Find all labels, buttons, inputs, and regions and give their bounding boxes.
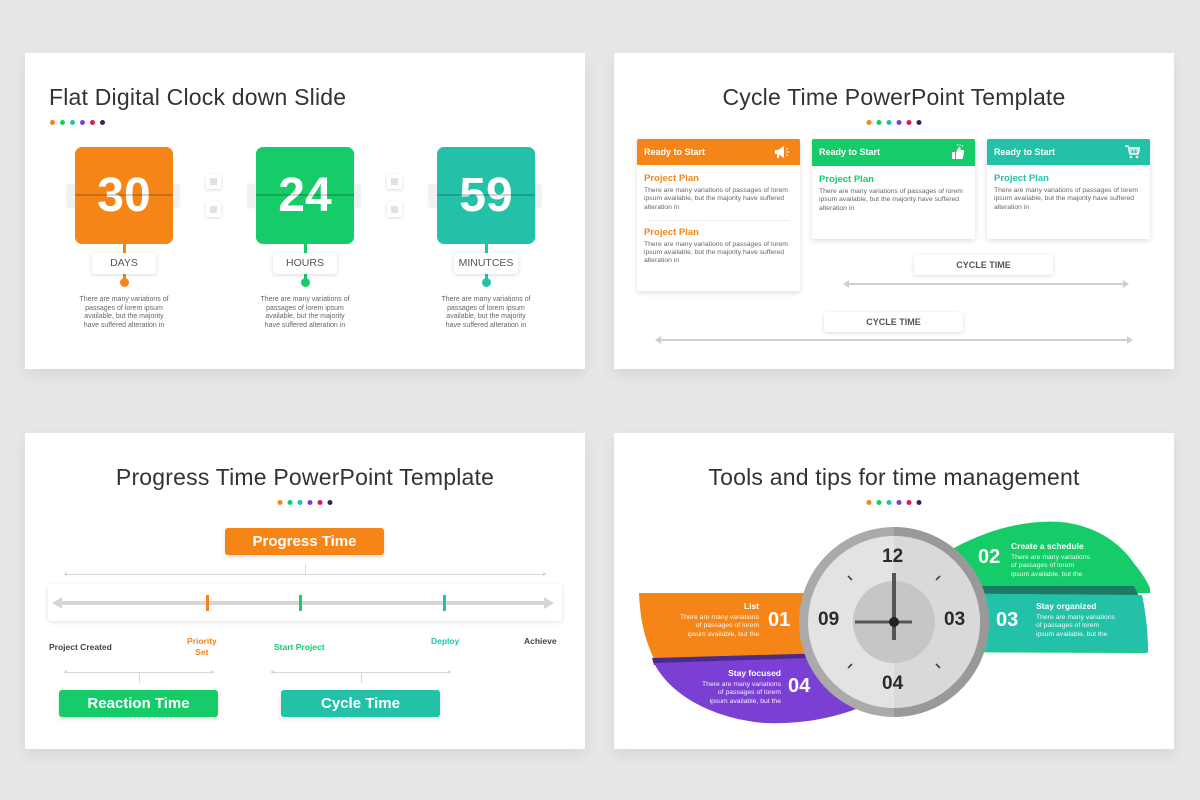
progress-time-label: Progress Time [225, 528, 384, 555]
clock-number-12: 12 [882, 546, 904, 567]
card-header-label: Ready to Start [819, 147, 881, 157]
card-header-label: Ready to Start [644, 147, 706, 157]
clock-number-04: 04 [882, 673, 904, 694]
days-label: DAYS [92, 253, 156, 274]
minutes-description: There are many variations of passages of… [441, 296, 531, 329]
slide-title: Progress Time PowerPoint Template [115, 464, 495, 490]
minutes-box: 59 [437, 147, 535, 244]
cycle-card: Ready to Start Project Plan There are ma… [987, 139, 1150, 239]
tip-03-number: 03 [996, 609, 1019, 631]
tip-02-number: 02 [978, 546, 1001, 568]
milestone-marker-start [299, 595, 302, 611]
cycle-time-label: CYCLE TIME [914, 255, 1053, 275]
slide-title: Flat Digital Clock down Slide [49, 84, 347, 110]
card-header: Ready to Start [637, 139, 800, 165]
separator-square [206, 202, 221, 217]
separator-square [387, 174, 402, 189]
megaphone-icon [774, 139, 790, 168]
days-description: There are many variations of passages of… [79, 296, 169, 329]
divider [647, 219, 790, 221]
card-header-label: Ready to Start [994, 147, 1056, 157]
tip-04-title: Stay focused [728, 668, 781, 678]
item-text: There are many variations of passages of… [644, 187, 788, 211]
pin-dot [120, 278, 129, 287]
milestone-achieve: Achieve [524, 636, 557, 646]
item-text: There are many variations of passages of… [644, 240, 788, 265]
tip-03-title: Stay organized [1036, 601, 1097, 611]
milestone-marker-priority [206, 595, 209, 611]
shopping-cart-icon [1125, 139, 1141, 168]
clock-number-03: 03 [944, 609, 966, 630]
timeline-box [48, 584, 562, 621]
slide-title: Cycle Time PowerPoint Template [722, 84, 1066, 110]
milestone-priority-set: Priority Set [187, 636, 217, 657]
tip-01-text: There are many variations of passages of… [680, 614, 759, 638]
card-header: Ready to Start [812, 139, 975, 166]
milestone-project-created: Project Created [49, 642, 112, 652]
connector [305, 564, 306, 574]
milestone-start-project: Start Project [274, 642, 325, 652]
tip-01-number: 01 [768, 609, 791, 631]
days-value: 30 [97, 169, 151, 222]
minutes-label: MINUTCES [454, 253, 518, 274]
separator-square [387, 202, 402, 217]
slide-flat-digital-clock[interactable]: Flat Digital Clock down Slide 30 DAYS Th… [25, 53, 585, 369]
item-title: Project Plan [644, 226, 699, 238]
pin-dot [301, 278, 310, 287]
cycle-time-label: Cycle Time [281, 690, 440, 717]
days-box: 30 [75, 147, 173, 244]
tip-03-text: There are many variations of passages of… [1036, 614, 1115, 638]
separator-square [206, 174, 221, 189]
tip-04-text: There are many variations of passages of… [702, 681, 781, 705]
color-dots [866, 120, 922, 125]
item-text: There are many variations of passages of… [994, 187, 1138, 211]
milestone-marker-deploy [443, 595, 446, 611]
minutes-value: 59 [459, 169, 513, 222]
thumbs-up-icon [951, 139, 965, 169]
hours-label: HOURS [273, 253, 337, 274]
milestone-deploy: Deploy [431, 636, 460, 646]
reaction-arrow [63, 670, 215, 674]
reaction-time-label: Reaction Time [59, 690, 218, 717]
double-arrow [843, 280, 1129, 288]
cycle-card: Ready to Start Project Plan There are ma… [812, 139, 975, 239]
pin-dot [482, 278, 491, 287]
hours-value: 24 [278, 169, 332, 222]
tip-02-text: There are many variations of passages of… [1011, 554, 1090, 578]
slide-progress-time[interactable]: Progress Time PowerPoint Template Progre… [25, 433, 585, 749]
tip-04-number: 04 [788, 675, 811, 697]
color-dots [50, 120, 105, 125]
card-header: Ready to Start [987, 139, 1150, 165]
slide-title: Tools and tips for time management [708, 464, 1080, 490]
item-title: Project Plan [644, 173, 699, 184]
connector [139, 673, 140, 683]
connector [361, 673, 362, 683]
clock-number-09: 09 [818, 609, 840, 630]
cycle-arrow [270, 670, 452, 674]
color-dots [866, 500, 922, 505]
slide-time-management-tips[interactable]: Tools and tips for time management 12 03… [614, 433, 1174, 749]
tip-01-title: List [743, 601, 759, 611]
hours-description: There are many variations of passages of… [260, 296, 350, 329]
progress-arrow [63, 572, 547, 576]
item-title: Project Plan [819, 174, 874, 185]
timeline-track [52, 597, 554, 609]
cycle-card: Ready to Start Project Plan There are ma… [637, 139, 800, 291]
double-arrow [655, 336, 1133, 344]
item-title: Project Plan [994, 173, 1049, 184]
tip-02-title: Create a schedule [1011, 541, 1084, 551]
cycle-time-label: CYCLE TIME [824, 312, 963, 332]
item-text: There are many variations of passages of… [819, 188, 963, 212]
clock-diagram [639, 521, 1150, 724]
color-dots [277, 500, 333, 505]
hours-box: 24 [256, 147, 354, 244]
slide-cycle-time[interactable]: Cycle Time PowerPoint Template Ready to … [614, 53, 1174, 369]
